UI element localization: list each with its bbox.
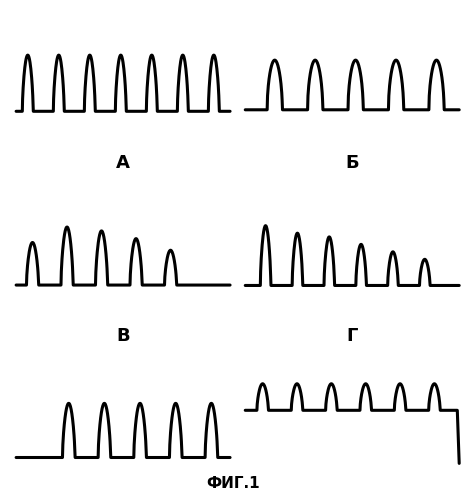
Text: Б: Б (345, 154, 359, 172)
Text: В: В (116, 327, 130, 345)
Text: ФИГ.1: ФИГ.1 (206, 476, 260, 491)
Text: Г: Г (347, 327, 358, 345)
Text: А: А (116, 154, 130, 172)
